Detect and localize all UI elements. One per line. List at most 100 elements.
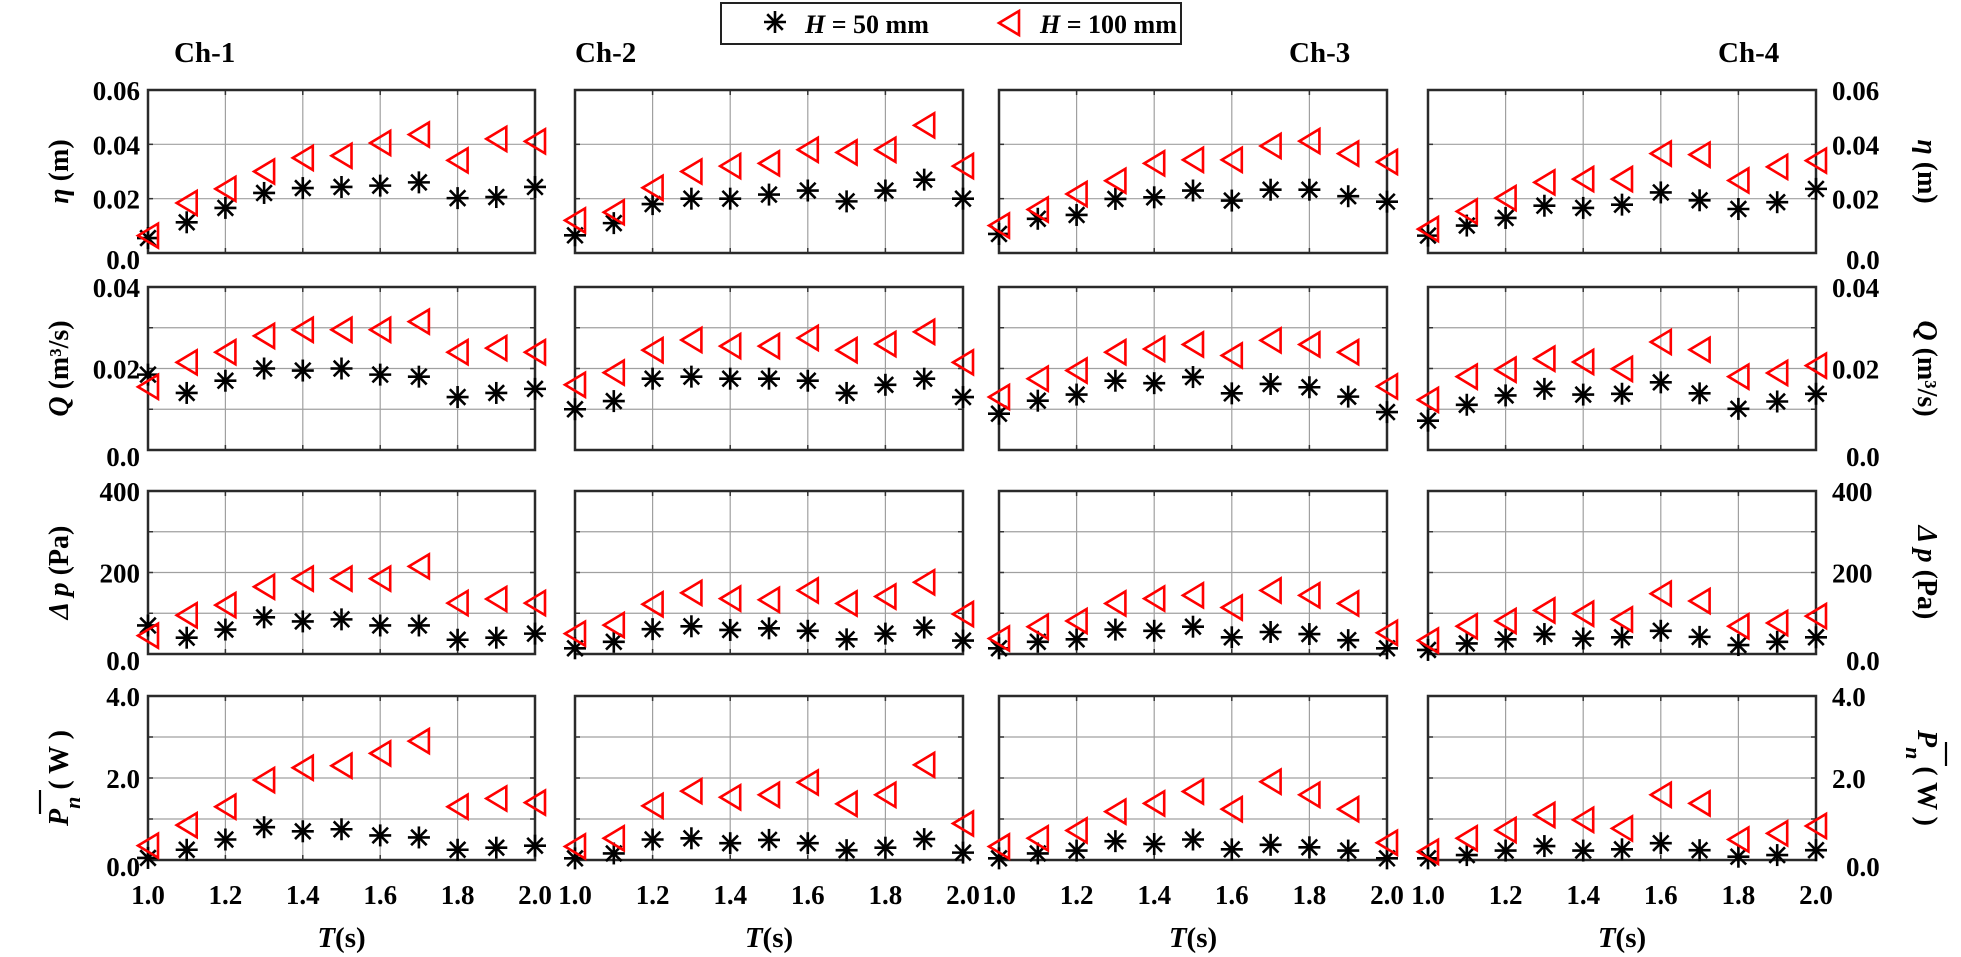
data-point-asterisk	[988, 637, 1010, 660]
data-point-asterisk	[1611, 626, 1633, 649]
data-point-asterisk	[524, 377, 546, 400]
data-point-triangle	[212, 337, 237, 367]
panel-Pn-ch1: 0.0 2.0 4.0 Pn ( W ) 1.0 1.2 1.4 1.6 1.8 2.0 T(s)	[38, 682, 552, 954]
data-point-asterisk	[680, 615, 703, 638]
data-point-asterisk	[1104, 187, 1127, 210]
data-point-asterisk	[564, 398, 586, 421]
data-point-triangle	[911, 750, 936, 780]
data-point-asterisk	[1455, 632, 1478, 655]
data-point-triangle	[1803, 351, 1828, 380]
y-tick-label: 2.0	[106, 764, 140, 794]
data-point-asterisk	[1026, 389, 1049, 412]
data-point-triangle	[1803, 146, 1828, 175]
data-point-triangle	[756, 149, 781, 178]
axes-frame	[997, 88, 1389, 255]
data-point-asterisk	[446, 838, 469, 861]
x-tick-label: 1.2	[1060, 880, 1094, 910]
data-point-triangle	[1141, 149, 1166, 178]
data-point-triangle	[135, 372, 160, 402]
data-point-asterisk	[1455, 844, 1478, 867]
data-point-asterisk	[680, 365, 703, 388]
data-point-triangle	[795, 135, 820, 165]
data-point-asterisk	[952, 629, 974, 652]
data-point-asterisk	[1455, 393, 1478, 416]
data-point-triangle	[562, 832, 587, 861]
data-point-triangle	[1415, 214, 1440, 244]
data-point-asterisk	[835, 839, 858, 862]
data-point-asterisk	[1688, 189, 1711, 212]
data-point-triangle	[290, 315, 315, 345]
data-point-asterisk	[1298, 836, 1321, 859]
data-point-asterisk	[988, 222, 1010, 245]
data-point-triangle	[1531, 800, 1556, 830]
data-point-triangle	[483, 784, 508, 813]
data-point-triangle	[522, 337, 547, 367]
x-axis-label: T(s)	[317, 922, 365, 954]
data-point-asterisk	[1298, 376, 1321, 399]
y-axis-label-Q: Q (m³/s)	[44, 320, 75, 416]
x-axis-label: T(s)	[1598, 922, 1646, 954]
y-tick-label: 0.0	[1846, 245, 1880, 275]
y-tick-label: 0.04	[93, 273, 140, 303]
data-point-asterisk	[369, 174, 392, 197]
data-point-triangle	[986, 211, 1011, 240]
data-point-triangle	[986, 832, 1011, 861]
x-tick-label: 1.2	[1489, 880, 1523, 910]
data-point-asterisk	[874, 836, 897, 859]
axes-frame	[573, 694, 965, 862]
data-point-triangle	[328, 315, 353, 345]
data-point-triangle	[1454, 362, 1479, 391]
data-point-asterisk	[952, 386, 974, 409]
data-point-asterisk	[1727, 634, 1750, 657]
data-point-triangle	[367, 739, 392, 768]
data-point-triangle	[1687, 140, 1711, 169]
data-point-triangle	[1102, 166, 1127, 196]
data-point-asterisk	[369, 363, 392, 386]
y-tick-label: 0.06	[1832, 76, 1879, 106]
y-axis-label-dp: Δ p (Pa)	[1911, 525, 1942, 620]
y-tick-label: 0.02	[1832, 185, 1879, 215]
plot-area	[148, 90, 535, 253]
data-point-triangle	[251, 765, 276, 795]
data-point-triangle	[1258, 576, 1282, 605]
data-point-triangle	[445, 337, 469, 367]
series-h100	[135, 307, 547, 402]
data-point-asterisk	[1220, 626, 1243, 649]
data-point-asterisk	[952, 841, 974, 864]
y-tick-label: 200	[100, 559, 141, 589]
data-point-asterisk	[680, 827, 703, 850]
data-point-asterisk	[835, 628, 858, 651]
column-title-ch2: Ch-2	[575, 37, 636, 69]
series-h50	[1417, 371, 1827, 432]
series-h100	[135, 726, 547, 860]
data-point-triangle	[1025, 364, 1050, 393]
data-point-asterisk	[485, 626, 508, 649]
data-point-asterisk	[137, 614, 159, 637]
data-point-triangle	[522, 588, 547, 618]
y-tick-label: 0.0	[1846, 442, 1880, 472]
data-point-asterisk	[796, 369, 819, 392]
data-point-triangle	[834, 589, 858, 618]
data-point-triangle	[911, 317, 936, 347]
data-point-triangle	[872, 582, 897, 611]
data-point-triangle	[834, 789, 858, 819]
data-point-asterisk	[913, 828, 936, 851]
data-point-asterisk	[291, 177, 314, 200]
series-h100	[562, 317, 975, 400]
data-point-triangle	[251, 572, 276, 602]
series-h100	[562, 750, 975, 861]
data-point-triangle	[717, 584, 742, 613]
data-point-asterisk	[407, 365, 430, 388]
data-point-asterisk	[524, 622, 546, 645]
data-point-asterisk	[524, 834, 546, 857]
column-titles: Ch-1 Ch-2 Ch-3 Ch-4	[174, 37, 1779, 69]
data-point-triangle	[834, 335, 858, 365]
data-point-triangle	[756, 585, 781, 615]
legend: H = 50 mm H = 100 mm	[720, 2, 1182, 45]
legend-asterisk-marker	[764, 11, 786, 33]
data-point-triangle	[1025, 612, 1050, 641]
data-point-asterisk	[1805, 839, 1827, 862]
panel-Q-ch1: 0.0 0.02 0.04 Q (m³/s)	[44, 273, 547, 472]
data-point-asterisk	[291, 359, 314, 382]
